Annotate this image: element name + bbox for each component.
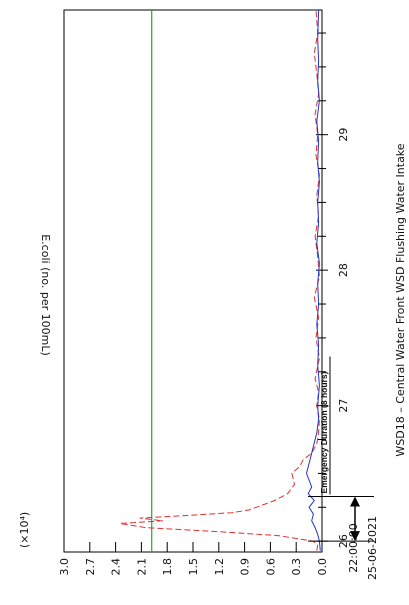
y-tick-label: 0.0 bbox=[316, 558, 329, 576]
plot-frame bbox=[63, 9, 323, 553]
y-tick-label: 2.4 bbox=[110, 558, 123, 576]
x-tick-label: 29 bbox=[337, 128, 350, 142]
series-line-dashed bbox=[119, 9, 320, 551]
x-tick-label: 27 bbox=[337, 399, 350, 413]
x-start-date: 25-06-2021 bbox=[366, 516, 379, 580]
x-tick-label: 28 bbox=[337, 263, 350, 277]
y-tick-label: 0.6 bbox=[264, 558, 277, 576]
duration-label: Emergency Duration (8 hours) bbox=[319, 371, 329, 493]
y-tick-label: 0.3 bbox=[290, 558, 303, 576]
y-axis-label: E.coli (no. per 100mL) bbox=[39, 234, 52, 356]
chart-title: WSD18 – Central Water Front WSD Flushing… bbox=[394, 143, 407, 456]
duration-arrowhead-top bbox=[350, 496, 360, 507]
y-tick-label: 2.7 bbox=[84, 558, 97, 576]
y-tick-label: 3.0 bbox=[58, 558, 71, 576]
y-tick-label: 1.8 bbox=[161, 558, 174, 576]
y-multiplier-label: (×10⁴) bbox=[18, 512, 31, 548]
y-tick-label: 0.9 bbox=[239, 558, 252, 576]
y-tick-label: 1.2 bbox=[213, 558, 226, 576]
duration-arrowhead-bottom bbox=[350, 531, 360, 542]
x-start-time: 22:00:00 bbox=[347, 523, 360, 572]
y-tick-label: 1.5 bbox=[187, 558, 200, 576]
series-line-solid bbox=[305, 9, 321, 551]
y-tick-label: 2.1 bbox=[135, 558, 148, 576]
